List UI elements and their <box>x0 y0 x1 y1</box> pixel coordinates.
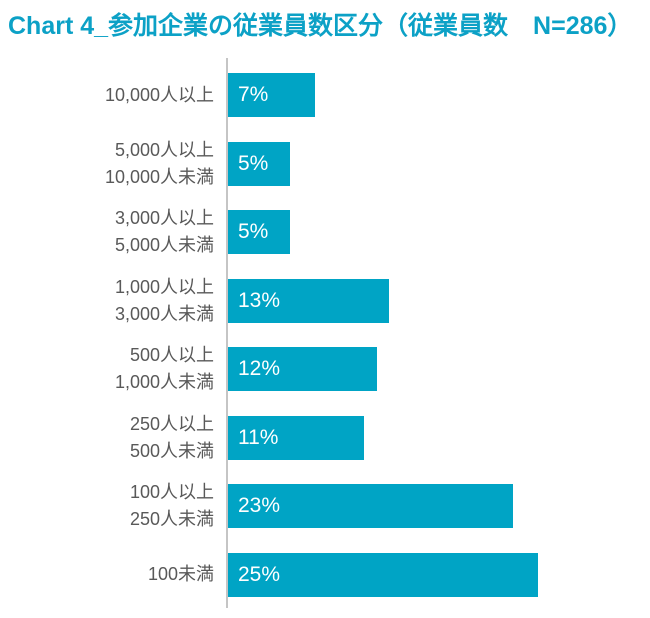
value-label: 5% <box>238 220 269 244</box>
category-label: 250人以上 500人未満 <box>129 413 214 461</box>
bar-row: 1,000人以上 3,000人未満 13% <box>0 267 650 336</box>
bar-chart: 10,000人以上 7% 5,000人以上 10,000人未満 5% 3,000人以上 … <box>0 58 650 609</box>
bar: 25% <box>228 552 538 597</box>
value-label: 7% <box>238 83 269 107</box>
value-label: 5% <box>238 151 269 175</box>
bar-row: 250人以上 500人未満 11% <box>0 404 650 473</box>
category-label: 100未満 <box>147 564 214 585</box>
axis-line <box>226 58 228 608</box>
category-label: 10,000人以上 <box>104 84 214 105</box>
bar: 11% <box>228 415 365 460</box>
value-label: 13% <box>238 288 281 312</box>
value-label: 12% <box>238 357 281 381</box>
bar: 7% <box>228 73 315 118</box>
bar-row: 500人以上 1,000人未満 12% <box>0 335 650 404</box>
bar-row: 3,000人以上 5,000人未満 5% <box>0 198 650 267</box>
bar: 5% <box>228 210 290 255</box>
value-label: 23% <box>238 494 281 518</box>
value-label: 25% <box>238 562 281 586</box>
bar-row: 100人以上 250人未満 23% <box>0 472 650 541</box>
bar-row: 5,000人以上 10,000人未満 5% <box>0 130 650 199</box>
bar: 23% <box>228 484 514 529</box>
bar: 12% <box>228 347 377 392</box>
category-label: 5,000人以上 10,000人未満 <box>104 139 214 187</box>
category-label: 100人以上 250人未満 <box>129 482 214 530</box>
bar: 5% <box>228 141 290 186</box>
chart-title: Chart 4_参加企業の従業員数区分（従業員数 N=286） <box>8 12 633 40</box>
bar-row: 100未満 25% <box>0 541 650 610</box>
category-label: 500人以上 1,000人未満 <box>114 345 214 393</box>
bar: 13% <box>228 278 390 323</box>
category-label: 3,000人以上 5,000人未満 <box>114 208 214 256</box>
category-label: 1,000人以上 3,000人未満 <box>114 276 214 324</box>
bar-rows: 10,000人以上 7% 5,000人以上 10,000人未満 5% 3,000人以上 … <box>0 61 650 609</box>
bar-row: 10,000人以上 7% <box>0 61 650 130</box>
value-label: 11% <box>238 425 279 449</box>
